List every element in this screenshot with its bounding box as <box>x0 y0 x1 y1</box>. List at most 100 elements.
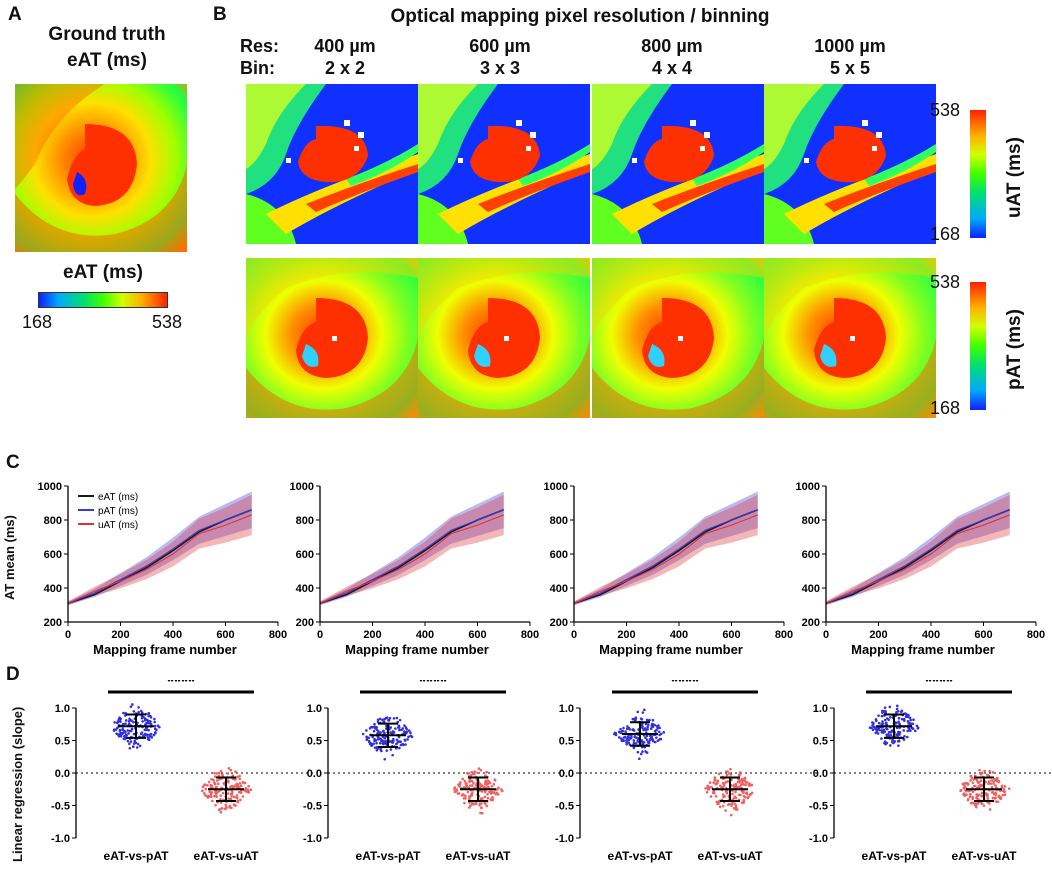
data-point <box>152 733 156 737</box>
data-point <box>213 782 217 786</box>
data-point <box>219 794 222 797</box>
panel-a-cbar-min: 168 <box>22 312 53 332</box>
data-point <box>1000 786 1004 789</box>
y-tick-label: 200 <box>44 617 62 629</box>
data-point <box>389 731 392 734</box>
data-point <box>376 737 380 741</box>
data-point <box>653 740 657 744</box>
data-point <box>729 767 732 771</box>
data-point <box>744 781 748 784</box>
data-point <box>643 708 646 712</box>
y-tick-label: 1.0 <box>559 703 574 715</box>
data-point <box>215 779 219 782</box>
data-point <box>201 789 204 793</box>
series-line-pat <box>67 509 252 604</box>
data-point <box>970 776 974 780</box>
data-point <box>717 772 721 776</box>
data-point <box>625 742 628 746</box>
data-point <box>631 717 635 721</box>
data-point <box>375 728 379 732</box>
data-point <box>991 771 995 774</box>
data-point <box>402 743 405 747</box>
data-point <box>913 729 917 733</box>
data-point <box>224 803 228 807</box>
panel-d-charts: -1.0 -0.5 0.0 0.5 1.0 eAT-vs-pAT eAT-vs-uAT ***… <box>51 680 1052 863</box>
data-point <box>738 771 742 774</box>
data-point <box>238 777 242 781</box>
data-point <box>484 779 487 783</box>
panel-a-colorbar-title: eAT (ms) <box>63 262 143 283</box>
y-tick-label: 200 <box>296 617 314 629</box>
data-point <box>213 771 216 775</box>
data-point <box>403 739 407 742</box>
data-point <box>721 781 725 785</box>
data-point <box>201 785 205 789</box>
data-point <box>992 780 996 783</box>
data-point <box>470 770 474 774</box>
data-point <box>203 783 207 786</box>
pat-band <box>68 491 252 605</box>
y-tick-label: 400 <box>44 583 62 595</box>
data-point <box>383 757 387 761</box>
data-point <box>881 709 884 713</box>
y-tick-label: 200 <box>550 617 568 629</box>
uat-cbar-max: 538 <box>930 100 961 120</box>
data-point <box>119 720 122 723</box>
data-point <box>909 718 912 722</box>
data-point <box>714 779 717 782</box>
data-point <box>989 782 993 785</box>
data-point <box>889 744 892 747</box>
data-point <box>484 782 488 786</box>
x-tick-label: 400 <box>416 629 434 641</box>
data-point <box>1003 793 1007 796</box>
data-point <box>471 772 475 776</box>
data-point <box>1002 787 1006 791</box>
significance-label: **** <box>925 680 953 692</box>
data-point <box>241 781 245 784</box>
uat-map-400 <box>246 84 418 244</box>
x-axis-label: Mapping frame number <box>93 642 237 657</box>
data-point <box>230 794 233 798</box>
data-point <box>737 793 741 797</box>
data-point <box>997 795 1000 799</box>
y-tick-label: 800 <box>44 515 62 527</box>
data-point <box>884 721 888 725</box>
data-point <box>966 798 970 802</box>
data-point <box>650 735 653 738</box>
y-tick-label: 0.0 <box>307 768 322 780</box>
data-point <box>627 741 631 744</box>
data-point <box>119 735 123 738</box>
series-line-uat <box>319 514 504 604</box>
data-point <box>231 790 234 794</box>
data-point <box>235 796 238 799</box>
data-point <box>483 801 486 804</box>
data-point <box>485 804 489 808</box>
data-point <box>624 730 627 733</box>
data-point <box>238 785 241 789</box>
data-point <box>138 744 142 748</box>
data-point <box>222 781 226 785</box>
pat-band <box>574 491 758 605</box>
data-point <box>227 767 231 770</box>
col-3-bin: 4 x 4 <box>651 58 693 78</box>
data-point <box>898 733 901 736</box>
data-point <box>489 798 492 801</box>
data-point <box>714 782 718 786</box>
data-point <box>896 704 899 708</box>
data-point <box>622 726 625 730</box>
data-point <box>149 734 152 738</box>
data-point <box>361 732 365 736</box>
y-tick-label: 0.5 <box>55 736 70 748</box>
data-point <box>406 738 409 741</box>
pat-band <box>826 491 1010 605</box>
data-point <box>655 728 658 732</box>
data-point <box>987 782 990 786</box>
data-point <box>239 791 243 795</box>
data-point <box>405 727 408 731</box>
data-point <box>147 714 150 718</box>
y-tick-label: 1000 <box>544 481 568 493</box>
data-point <box>990 785 994 789</box>
data-point <box>370 725 373 729</box>
data-point <box>455 788 459 791</box>
x-tick-label: 800 <box>775 629 793 641</box>
